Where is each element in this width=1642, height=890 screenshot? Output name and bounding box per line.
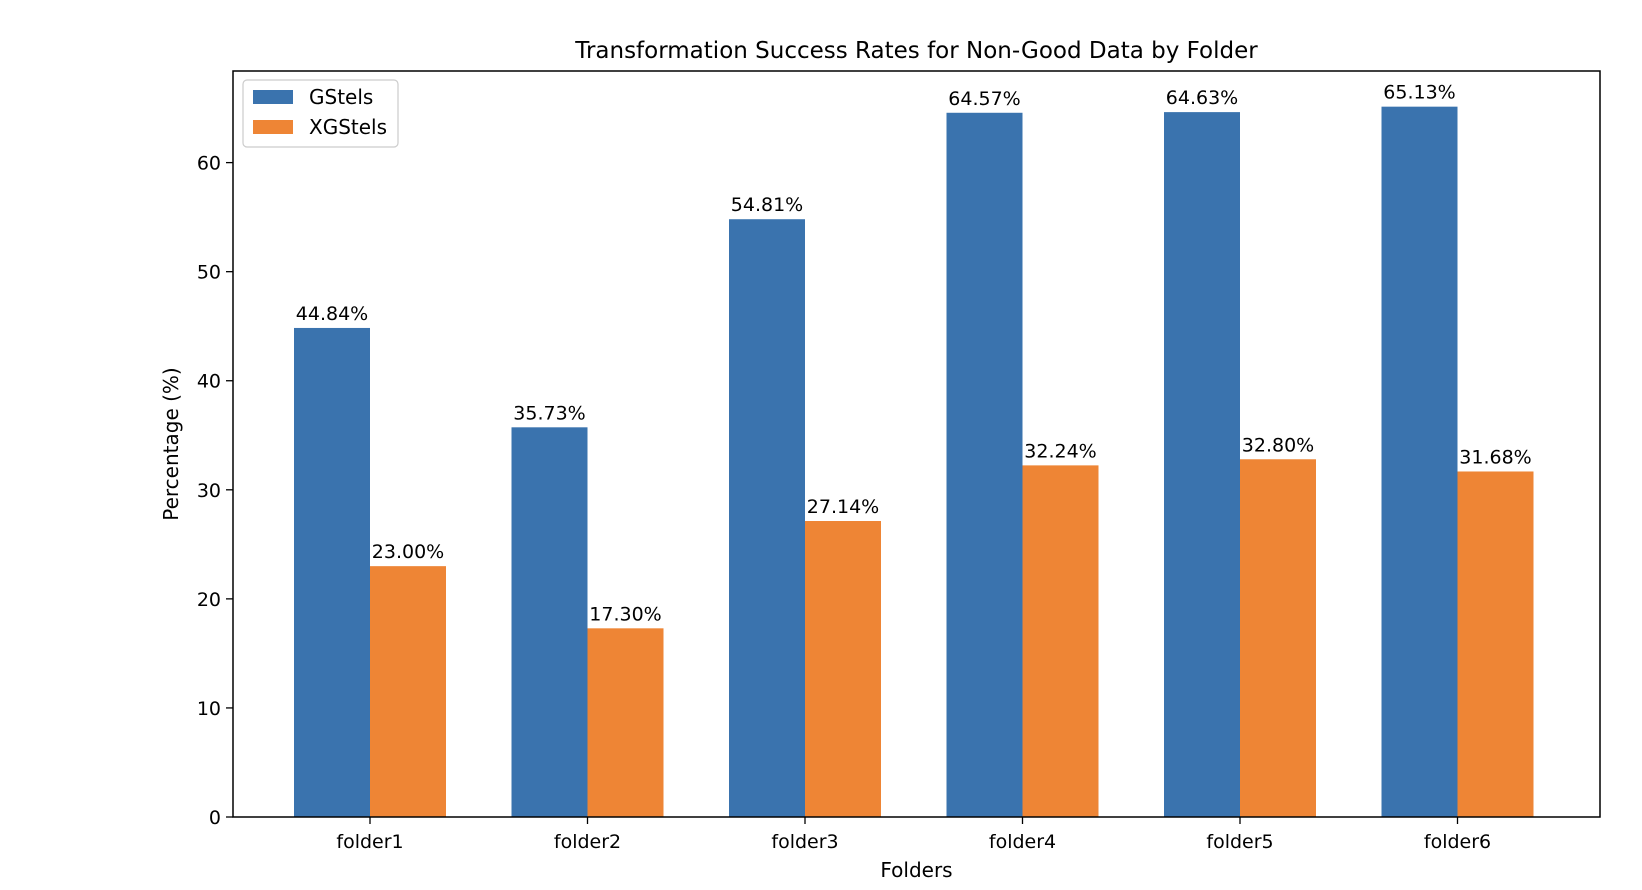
legend: GStels XGStels bbox=[242, 79, 399, 148]
bar-value-label: 54.81% bbox=[731, 194, 803, 216]
x-tick-label: folder6 bbox=[1424, 831, 1491, 853]
bar-labels-group: 44.84% 35.73% 54.81% 64.57% 64.63% 65.13% 23.0… bbox=[296, 82, 1532, 626]
bar-value-label: 35.73% bbox=[513, 402, 585, 424]
y-tick-label: 50 bbox=[197, 262, 221, 284]
bar-gstels-folder1 bbox=[294, 327, 370, 817]
y-tick-label: 40 bbox=[197, 371, 221, 393]
bar-gstels-folder6 bbox=[1381, 106, 1458, 817]
legend-label-xgstels: XGStels bbox=[309, 115, 387, 139]
x-tick-label: folder3 bbox=[771, 831, 838, 853]
bar-value-label: 64.57% bbox=[948, 88, 1020, 110]
bar-value-label: 65.13% bbox=[1383, 82, 1455, 104]
x-tick-label: folder2 bbox=[554, 831, 621, 853]
bar-xgstels-folder2 bbox=[587, 628, 664, 817]
plot-frame bbox=[232, 70, 1601, 818]
y-tick-label: 10 bbox=[197, 698, 221, 720]
bar-xgstels-folder6 bbox=[1457, 471, 1534, 817]
bar-xgstels-folder1 bbox=[370, 566, 446, 817]
bar-gstels-folder2 bbox=[511, 427, 588, 817]
bar-gstels-folder5 bbox=[1164, 112, 1240, 817]
x-axis-ticks: folder1 folder2 folder3 folder4 folder5 folde… bbox=[336, 817, 1491, 853]
bar-xgstels-folder5 bbox=[1240, 459, 1316, 817]
y-tick-label: 20 bbox=[197, 589, 221, 611]
bar-value-label: 44.84% bbox=[296, 303, 368, 325]
bar-value-label: 64.63% bbox=[1166, 87, 1238, 109]
bar-value-label: 17.30% bbox=[589, 603, 661, 625]
bars-group bbox=[294, 106, 1534, 818]
y-tick-label: 60 bbox=[197, 153, 221, 175]
x-tick-label: folder1 bbox=[336, 831, 403, 853]
bar-xgstels-folder3 bbox=[805, 520, 881, 817]
y-axis-ticks: 0 10 20 30 40 50 60 bbox=[197, 153, 233, 829]
bar-gstels-folder3 bbox=[729, 219, 805, 818]
legend-label-gstels: GStels bbox=[309, 85, 373, 109]
legend-swatch-xgstels bbox=[253, 120, 293, 134]
bar-value-label: 31.68% bbox=[1459, 446, 1531, 468]
chart-title: Transformation Success Rates for Non-Goo… bbox=[574, 38, 1258, 64]
bar-xgstels-folder4 bbox=[1022, 465, 1099, 817]
bar-value-label: 32.24% bbox=[1024, 440, 1096, 462]
legend-swatch-gstels bbox=[253, 90, 293, 104]
x-tick-label: folder5 bbox=[1206, 831, 1273, 853]
bar-gstels-folder4 bbox=[946, 112, 1023, 818]
bar-value-label: 32.80% bbox=[1242, 434, 1314, 456]
x-tick-label: folder4 bbox=[989, 831, 1056, 853]
y-tick-label: 0 bbox=[209, 807, 221, 829]
y-tick-label: 30 bbox=[197, 480, 221, 502]
bar-value-label: 23.00% bbox=[372, 541, 444, 563]
y-axis-label: Percentage (%) bbox=[159, 367, 183, 520]
x-axis-label: Folders bbox=[880, 858, 952, 882]
bar-value-label: 27.14% bbox=[807, 496, 879, 518]
